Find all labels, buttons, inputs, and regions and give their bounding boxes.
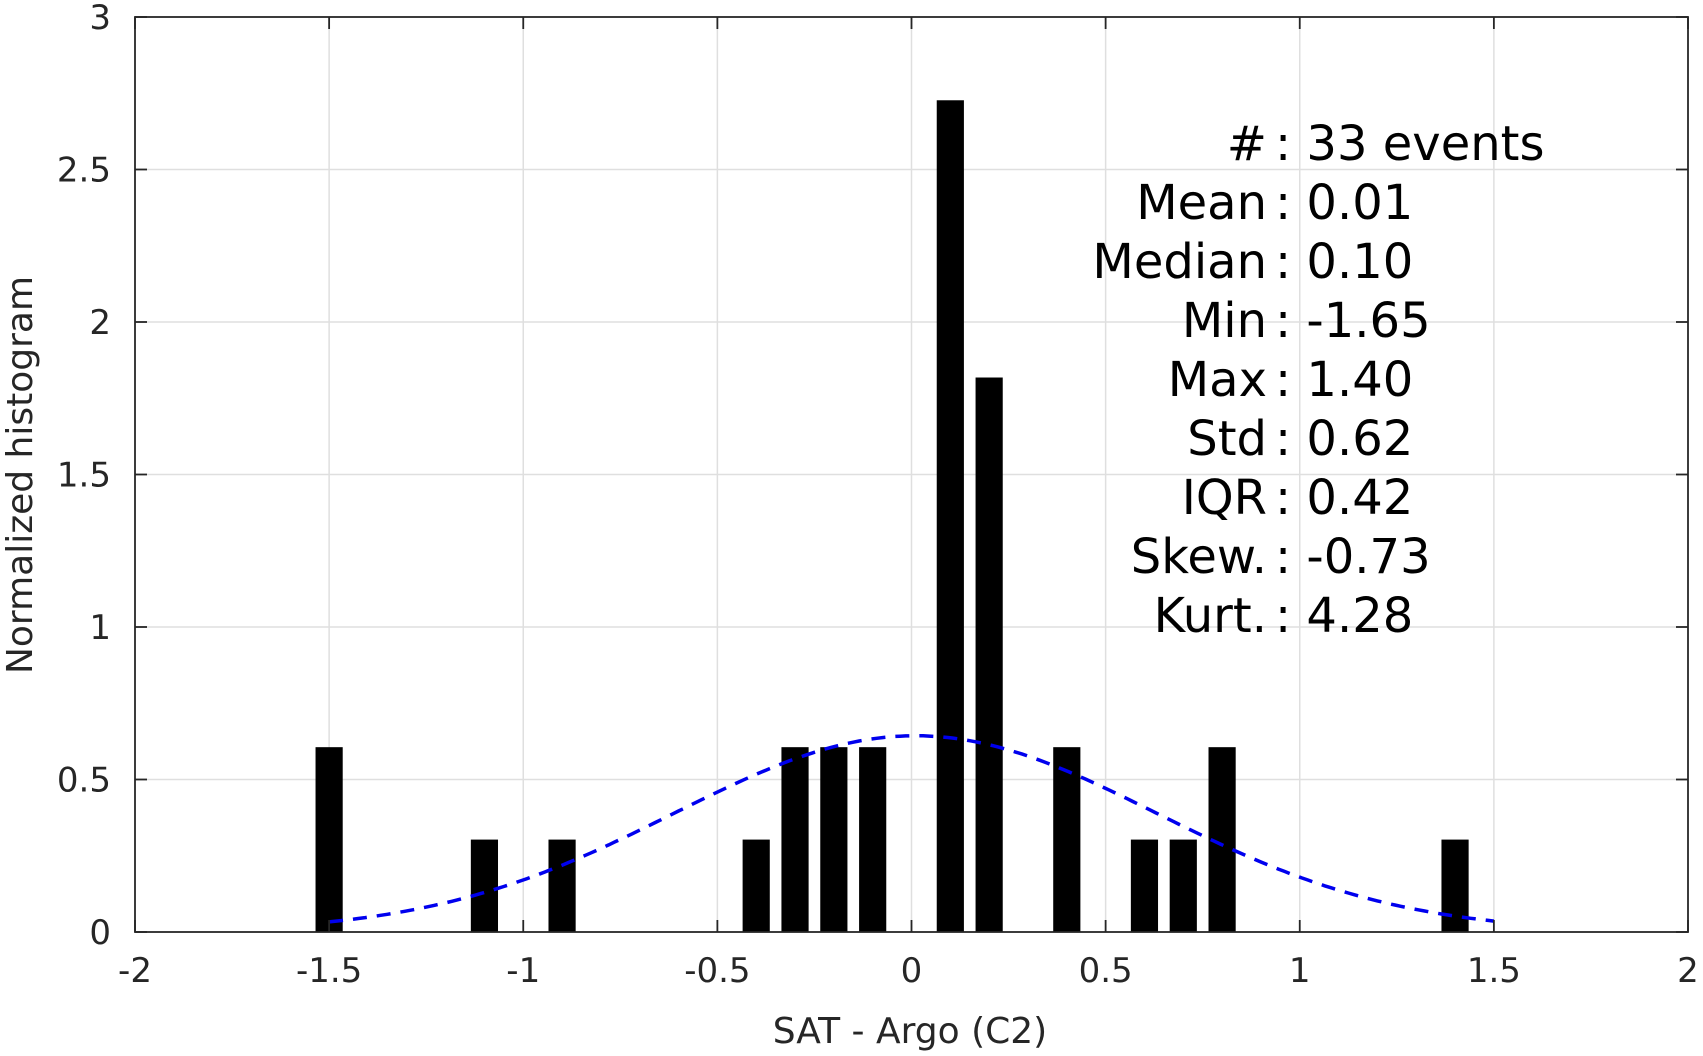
stat-label-3: Min [1182, 293, 1267, 349]
y-axis-label: Normalized histogram [0, 276, 41, 674]
y-tick-label-6: 3 [89, 0, 111, 38]
y-tick-label-5: 2.5 [57, 151, 111, 191]
stat-value-5: : 0.62 [1275, 411, 1413, 467]
x-tick-label-2: -1 [506, 951, 540, 991]
x-tick-label-7: 1.5 [1467, 951, 1521, 991]
x-tick-label-0: -2 [118, 951, 152, 991]
bar-11 [1169, 839, 1197, 932]
bar-4 [781, 747, 809, 932]
bar-1 [470, 839, 499, 932]
stat-label-0: # [1227, 116, 1267, 172]
bar-9 [1053, 747, 1081, 932]
stat-value-0: : 33 events [1275, 116, 1544, 172]
stat-label-6: IQR [1182, 470, 1267, 526]
bar-7 [936, 100, 964, 932]
stat-label-2: Median [1092, 234, 1267, 290]
stat-label-1: Mean [1136, 175, 1267, 231]
stat-value-8: : 4.28 [1275, 588, 1413, 644]
y-tick-label-4: 2 [89, 303, 111, 343]
y-tick-label-0: 0 [89, 913, 111, 953]
bar-10 [1130, 839, 1159, 932]
bar-0 [315, 747, 343, 932]
axes [134, 16, 1689, 933]
x-tick-label-6: 1 [1289, 951, 1311, 991]
stat-value-2: : 0.10 [1275, 234, 1413, 290]
stat-label-8: Kurt. [1154, 588, 1267, 644]
bar-5 [820, 747, 848, 932]
y-tick-label-3: 1.5 [57, 456, 111, 496]
normal-fit-curve [328, 734, 1495, 924]
stat-value-7: : -0.73 [1275, 529, 1431, 585]
y-tick-label-2: 1 [89, 608, 111, 648]
x-tick-label-5: 0.5 [1079, 951, 1133, 991]
x-tick-label-1: -1.5 [296, 951, 362, 991]
bar-6 [859, 747, 887, 932]
x-tick-label-8: 2 [1677, 951, 1699, 991]
normal-fit [328, 734, 1495, 924]
stat-value-4: : 1.40 [1275, 352, 1413, 408]
stat-label-4: Max [1168, 352, 1267, 408]
bar-2 [548, 839, 576, 932]
grid [135, 17, 1688, 932]
x-tick-label-4: 0 [901, 951, 923, 991]
bar-8 [975, 377, 1003, 932]
stat-value-6: : 0.42 [1275, 470, 1413, 526]
x-tick-label-3: -0.5 [684, 951, 750, 991]
stat-value-1: : 0.01 [1275, 175, 1413, 231]
stat-label-7: Skew. [1131, 529, 1267, 585]
y-tick-label-1: 0.5 [57, 761, 111, 801]
bars [315, 100, 1469, 932]
x-axis-label: SAT - Argo (C2) [773, 1011, 1047, 1052]
tick-labels: -2 -1.5 -1 -0.5 0 0.5 1 1.5 2 0 0.5 1 1.5 2 2.5 3 [57, 0, 1699, 991]
stat-value-3: : -1.65 [1275, 293, 1431, 349]
stat-label-5: Std [1187, 411, 1267, 467]
bar-3 [742, 839, 770, 932]
